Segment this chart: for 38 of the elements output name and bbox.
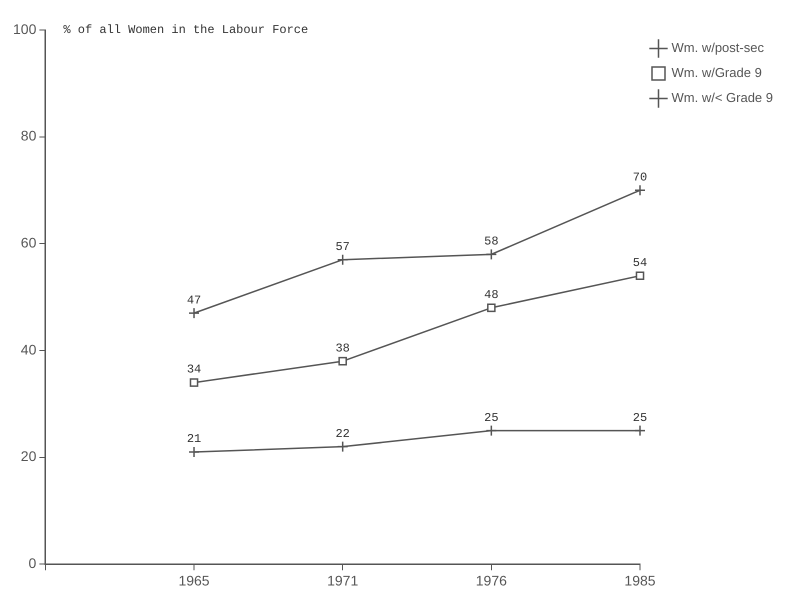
- point: [486, 424, 498, 436]
- y-tick-label: 20: [20, 448, 37, 464]
- y-tick-label: 80: [20, 128, 37, 144]
- point: [190, 378, 198, 387]
- data-label: 38: [335, 341, 350, 356]
- point: [636, 271, 644, 280]
- point: [188, 307, 200, 319]
- legend-label: Wm. w/Grade 9: [672, 65, 762, 80]
- legend-label: Wm. w/< Grade 9: [672, 90, 773, 106]
- point: [338, 356, 347, 366]
- point: [188, 446, 200, 458]
- data-label: 57: [335, 240, 350, 254]
- x-tick-label: 1985: [624, 572, 656, 588]
- x-tick-label: 1965: [178, 572, 210, 588]
- data-label: 34: [186, 362, 202, 377]
- point: [486, 248, 498, 260]
- point: [487, 304, 496, 312]
- data-label: 70: [632, 170, 648, 184]
- data-label: 21: [186, 432, 202, 446]
- data-label: 25: [632, 410, 648, 425]
- data-label: 22: [335, 426, 350, 441]
- y-axis-title: % of all Women in the Labour Force: [63, 23, 308, 38]
- data-label: 54: [632, 256, 648, 270]
- point: [634, 424, 646, 436]
- data-label: 58: [484, 234, 499, 249]
- point: [634, 184, 646, 196]
- legend-label: Wm. w/post-sec: [672, 40, 764, 56]
- y-tick-label: 60: [20, 234, 37, 251]
- y-tick-label: 40: [20, 341, 37, 358]
- x-tick-label: 1971: [327, 572, 358, 588]
- point: [336, 440, 348, 452]
- data-label: 48: [484, 288, 499, 302]
- data-label: 47: [186, 293, 202, 308]
- x-tick-label: 1976: [476, 572, 508, 588]
- point: [336, 254, 348, 266]
- data-label: 25: [484, 410, 499, 425]
- y-tick-label: 100: [13, 20, 37, 37]
- y-tick-label: 0: [28, 555, 37, 572]
